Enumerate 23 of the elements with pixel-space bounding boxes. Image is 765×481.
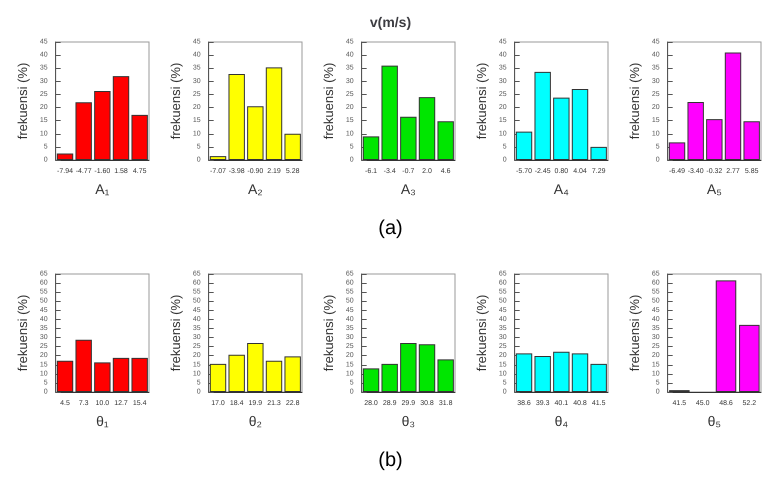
x-axis-title: A₅ bbox=[706, 181, 722, 197]
y-axis-title: frekuensi (%) bbox=[15, 62, 30, 140]
chart-title: v(m/s) bbox=[370, 14, 412, 30]
x-axis-title: A₁ bbox=[95, 181, 110, 197]
text: (b) bbox=[378, 449, 403, 471]
y-axis-title: frekuensi (%) bbox=[15, 294, 30, 372]
x-axis-title: θ₅ bbox=[708, 413, 722, 429]
x-axis-title: θ₂ bbox=[248, 413, 262, 429]
x-axis-title: θ₄ bbox=[554, 413, 568, 429]
y-axis-title: frekuensi (%) bbox=[474, 294, 489, 372]
x-axis-title: A₂ bbox=[248, 181, 263, 197]
x-axis-title: θ₃ bbox=[402, 413, 416, 429]
y-axis-title: frekuensi (%) bbox=[168, 62, 183, 140]
y-axis-title: frekuensi (%) bbox=[321, 294, 336, 372]
y-axis-title: frekuensi (%) bbox=[168, 294, 183, 372]
y-axis-title: frekuensi (%) bbox=[627, 62, 642, 140]
y-axis-title: frekuensi (%) bbox=[474, 62, 489, 140]
x-axis-title: A₃ bbox=[400, 181, 416, 197]
text: (a) bbox=[378, 217, 403, 239]
y-axis-title: frekuensi (%) bbox=[627, 294, 642, 372]
y-axis-title: frekuensi (%) bbox=[321, 62, 336, 140]
x-axis-title: θ₁ bbox=[96, 413, 109, 429]
x-axis-title: A₄ bbox=[554, 181, 570, 197]
